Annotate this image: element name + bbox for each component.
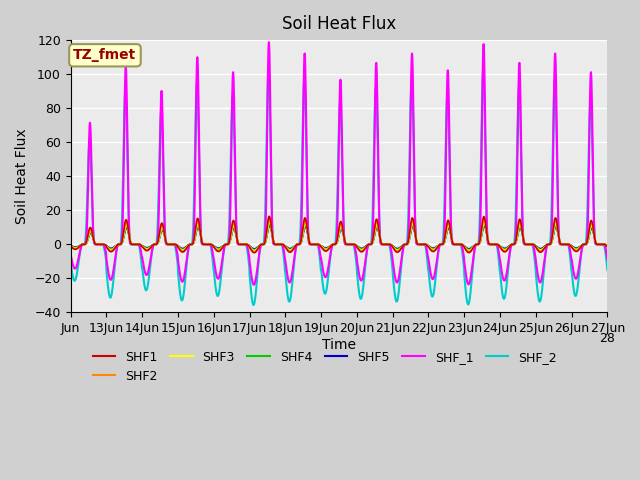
X-axis label: Time: Time [322, 338, 356, 352]
Legend: SHF1, SHF2, SHF3, SHF4, SHF5, SHF_1, SHF_2: SHF1, SHF2, SHF3, SHF4, SHF5, SHF_1, SHF… [88, 346, 562, 388]
Text: 28: 28 [600, 332, 615, 345]
Y-axis label: Soil Heat Flux: Soil Heat Flux [15, 129, 29, 224]
Text: TZ_fmet: TZ_fmet [74, 48, 136, 62]
Title: Soil Heat Flux: Soil Heat Flux [282, 15, 396, 33]
